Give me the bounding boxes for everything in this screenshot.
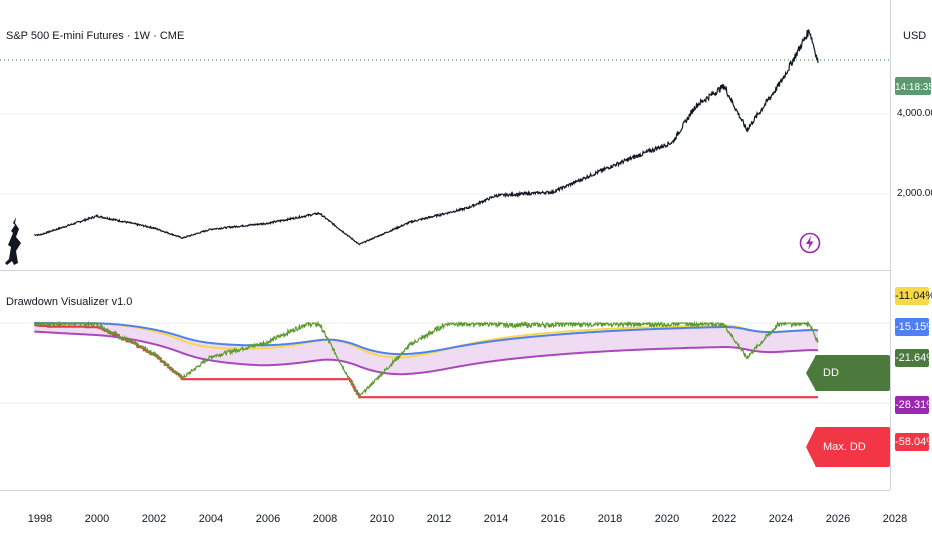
time-axis-label: 2028 xyxy=(882,513,908,525)
time-axis-label: 2020 xyxy=(654,513,680,525)
lightning-icon[interactable] xyxy=(799,232,821,254)
scale-badge: -15.15% xyxy=(895,318,932,336)
time-axis-label: 2002 xyxy=(141,513,167,525)
drawdown-tag-label: DD (-21.64%) xyxy=(823,367,872,415)
short-average-line xyxy=(34,322,819,359)
currency-label[interactable]: USD xyxy=(903,30,927,42)
time-axis-label: 2026 xyxy=(825,513,851,525)
time-axis-label: 1998 xyxy=(27,513,53,525)
drawdown-tag: DD (-21.64%) xyxy=(815,355,890,415)
lower-band-line xyxy=(34,330,819,376)
indicator-title[interactable]: Drawdown Visualizer v1.0 xyxy=(6,296,133,308)
time-axis-label: 2024 xyxy=(768,513,794,525)
time-axis[interactable]: 1998 2000 2002 2004 2006 2008 2010 2012 2014 2016… xyxy=(0,490,907,551)
time-axis-label: 2000 xyxy=(84,513,110,525)
scale-badge: -28.31% xyxy=(895,396,932,414)
long-average-line xyxy=(34,322,818,356)
price-label-2000: 2,000.00 xyxy=(897,188,932,199)
max-drawdown-tag-arrow xyxy=(806,427,816,467)
time-axis-label: 2004 xyxy=(198,513,224,525)
max-drawdown-tag: Max. DD (-58.04%) xyxy=(815,427,890,493)
time-axis-label: 2016 xyxy=(540,513,566,525)
tradingview-logo-icon xyxy=(5,217,21,265)
drawdown-tag-arrow xyxy=(806,355,816,391)
pane-separator[interactable] xyxy=(0,270,932,271)
symbol-title[interactable]: S&P 500 E-mini Futures · 1W · CME xyxy=(6,30,185,42)
band-fill xyxy=(34,323,819,375)
countdown-badge: 14:18:35 xyxy=(895,77,932,95)
price-label-4000: 4,000.00 xyxy=(897,108,932,119)
time-axis-label: 2008 xyxy=(312,513,338,525)
scale-badge: -58.04% xyxy=(895,433,932,451)
scale-badge: -11.04% xyxy=(895,287,932,305)
price-chart[interactable] xyxy=(0,0,890,270)
drawdown-chart[interactable] xyxy=(0,270,890,490)
time-axis-label: 2006 xyxy=(255,513,281,525)
drawdown-line xyxy=(34,320,819,399)
max-drawdown-tag-label: Max. DD (-58.04%) xyxy=(823,441,872,493)
price-line xyxy=(34,29,819,246)
chart-area[interactable]: S&P 500 E-mini Futures · 1W · CME Drawdo… xyxy=(0,0,890,493)
countdown-text: 14:18:35 xyxy=(895,82,932,93)
time-axis-label: 2022 xyxy=(711,513,737,525)
time-axis-label: 2014 xyxy=(483,513,509,525)
scale-badge: -21.64% xyxy=(895,349,932,367)
time-axis-label: 2018 xyxy=(597,513,623,525)
time-axis-label: 2010 xyxy=(369,513,395,525)
time-axis-label: 2012 xyxy=(426,513,452,525)
price-scale[interactable]: USD 4,000.00 2,000.00 14:18:35 xyxy=(890,0,932,490)
